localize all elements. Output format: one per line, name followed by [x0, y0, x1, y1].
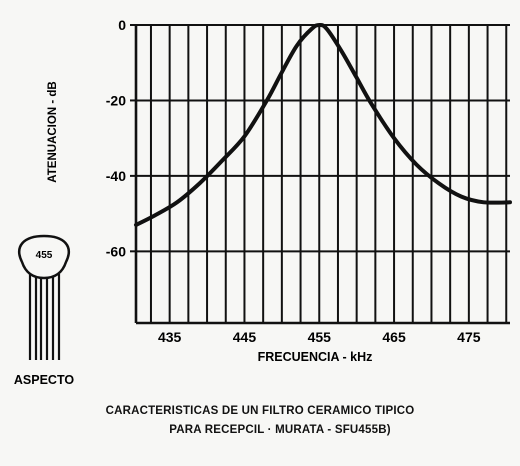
attenuation-curve: [134, 22, 512, 227]
y-tick-label: -40: [106, 168, 126, 184]
grid: [136, 24, 510, 323]
series-layer: [134, 22, 512, 227]
tick-labels: 0 -20 -40 -60 435 445 455 465 475: [106, 17, 481, 345]
y-axis-label: ATENUACION - dB: [47, 81, 59, 182]
caption-line-2: PARA RECEPCIL · MURATA - SFU455B): [169, 424, 391, 436]
x-tick-label: 475: [457, 329, 481, 345]
axes: [130, 24, 510, 325]
component-illustration: 455 ASPECTO: [14, 234, 74, 387]
component-label: 455: [36, 250, 53, 261]
aspect-label: ASPECTO: [14, 373, 74, 387]
y-tick-label: -60: [106, 243, 126, 259]
caption-line-1: CARACTERISTICAS DE UN FILTRO CERAMICO TI…: [105, 405, 415, 417]
y-tick-label: -20: [106, 92, 126, 108]
x-axis-label: FRECUENCIA - kHz: [258, 350, 373, 364]
y-tick-label: 0: [118, 17, 126, 33]
x-tick-label: 435: [158, 329, 182, 345]
x-tick-label: 465: [382, 329, 406, 345]
filter-leads-icon: [28, 274, 61, 360]
x-tick-label: 445: [233, 329, 257, 345]
x-tick-label: 455: [308, 329, 332, 345]
